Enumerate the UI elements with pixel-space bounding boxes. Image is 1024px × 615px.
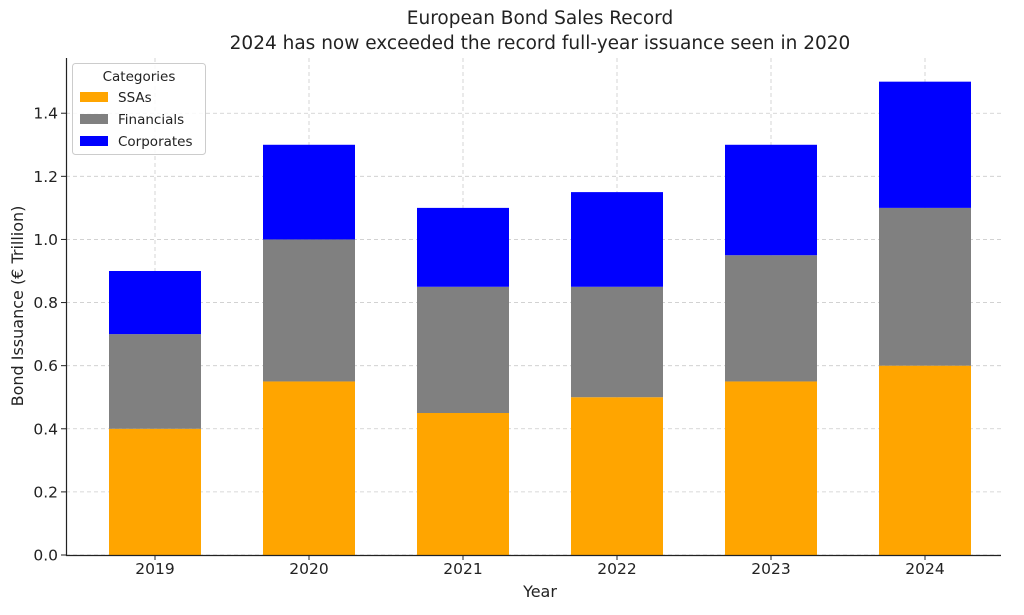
bar-corporates-2020	[263, 144, 355, 240]
x-tick-label: 2019	[135, 560, 174, 578]
grid	[66, 58, 1001, 556]
bar-corporates-2019	[109, 271, 201, 335]
bar-ssas-2021	[417, 413, 509, 555]
legend-title: Categories	[103, 69, 176, 85]
x-tick-label: 2023	[751, 560, 790, 578]
y-axis-label: Bond Issuance (€ Trillion)	[8, 206, 27, 407]
bar-financials-2023	[725, 255, 817, 382]
bar-ssas-2019	[109, 428, 201, 555]
y-tick-label: 0.0	[33, 547, 58, 565]
bar-financials-2022	[571, 286, 663, 398]
y-tick-label: 1.2	[33, 168, 58, 186]
bar-ssas-2020	[263, 381, 355, 555]
x-tick-label: 2021	[443, 560, 482, 578]
bar-corporates-2021	[417, 207, 509, 287]
legend-label-corporates: Corporates	[118, 134, 193, 150]
y-tick-label: 0.2	[33, 483, 58, 501]
bar-ssas-2022	[571, 397, 663, 555]
legend-frame	[72, 63, 206, 155]
ticks: 0.0 0.2 0.4 0.6 0.8 1.0 1.2 1.4 2019 2020 2021 2022…	[33, 105, 944, 578]
legend-label-financials: Financials	[118, 112, 184, 128]
bar-financials-2020	[263, 239, 355, 382]
y-tick-label: 1.4	[33, 105, 58, 123]
bar-ssas-2023	[725, 381, 817, 555]
bar-financials-2024	[879, 207, 971, 366]
bars	[109, 81, 971, 555]
bar-financials-2019	[109, 334, 201, 429]
y-tick-label: 0.8	[33, 294, 58, 312]
legend: Categories SSAs Financials Corporates	[72, 63, 206, 155]
legend-label-ssas: SSAs	[118, 90, 152, 106]
axes	[65, 58, 1001, 557]
chart-subtitle: 2024 has now exceeded the record full-ye…	[230, 33, 851, 54]
chart-title: European Bond Sales Record	[407, 8, 673, 29]
bar-corporates-2022	[571, 192, 663, 287]
y-tick-label: 0.4	[33, 420, 58, 438]
bar-ssas-2024	[879, 365, 971, 555]
bar-financials-2021	[417, 286, 509, 413]
x-tick-label: 2022	[597, 560, 636, 578]
bar-corporates-2023	[725, 144, 817, 256]
y-tick-label: 1.0	[33, 231, 58, 249]
legend-swatch-financials	[80, 114, 108, 124]
y-tick-label: 0.6	[33, 357, 58, 375]
x-tick-label: 2024	[905, 560, 944, 578]
legend-swatch-corporates	[80, 136, 108, 146]
legend-items: SSAs Financials Corporates	[80, 90, 193, 150]
bar-corporates-2024	[879, 81, 971, 208]
legend-swatch-ssas	[80, 92, 108, 102]
x-axis-label: Year	[522, 582, 557, 601]
x-tick-label: 2020	[289, 560, 328, 578]
